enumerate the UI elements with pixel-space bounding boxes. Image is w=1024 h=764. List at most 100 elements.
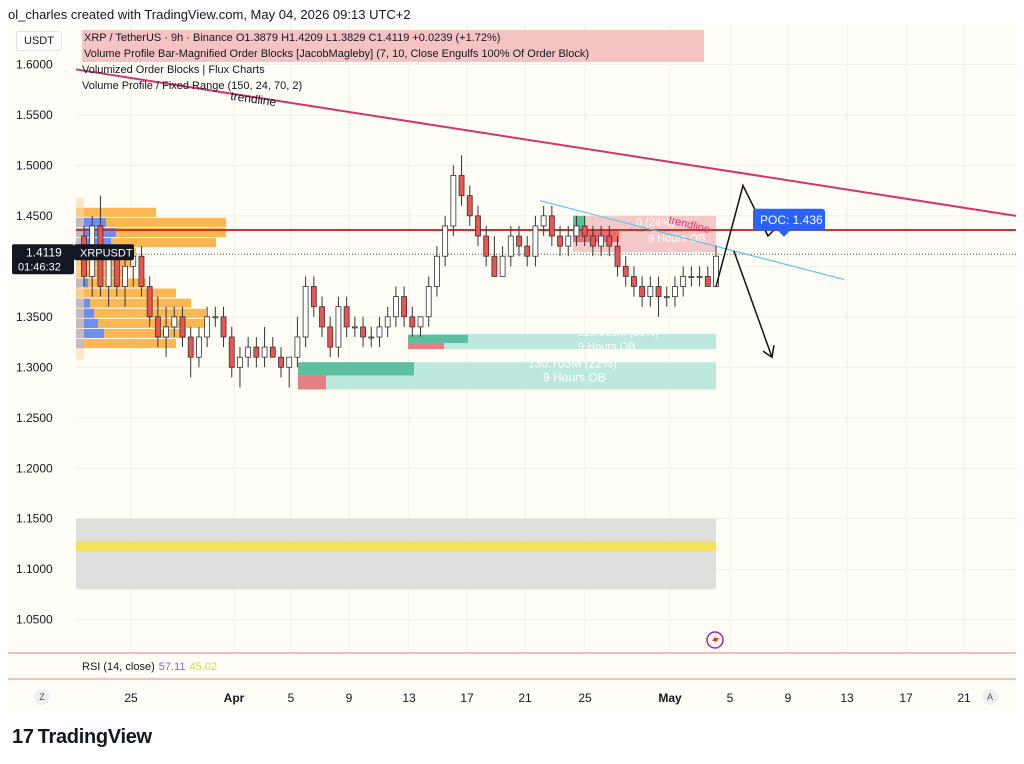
candle-body xyxy=(655,286,662,298)
volume-profile-bar xyxy=(76,308,94,318)
order-block-label: 9 Hours OB xyxy=(543,370,606,384)
candle-body xyxy=(269,346,276,358)
candle-body xyxy=(631,276,637,287)
x-tick-label: 9 xyxy=(785,691,792,705)
candle-body xyxy=(532,225,539,257)
auto-scale-button[interactable]: A xyxy=(982,689,998,705)
candle-body xyxy=(228,336,235,368)
candlestick-chart[interactable]: 1.60001.55001.50001.45001.40001.35001.30… xyxy=(8,24,1016,710)
volume-profile-bar xyxy=(76,308,206,318)
x-tick-label: 9 xyxy=(346,691,353,705)
candle-body xyxy=(639,286,646,298)
candle-body xyxy=(368,336,375,339)
poc-label: POC: 1.436 xyxy=(760,213,823,227)
volume-profile-value-area xyxy=(76,197,84,360)
tradingview-logo: 17 TradingView xyxy=(12,726,152,749)
x-tick-label: 5 xyxy=(727,691,734,705)
candle-body xyxy=(507,235,514,257)
candle-body xyxy=(548,215,555,237)
candle-body xyxy=(146,286,153,318)
candle-body xyxy=(261,346,268,358)
candle-body xyxy=(688,276,695,278)
candle-body xyxy=(434,255,440,287)
rsi-value: 57.11 xyxy=(158,661,186,673)
y-tick-label: 1.5500 xyxy=(16,108,53,122)
order-block-volume-bar xyxy=(408,334,468,344)
poc-label-box xyxy=(753,208,825,231)
y-tick-label: 1.3500 xyxy=(16,310,53,324)
candle-body xyxy=(483,235,490,257)
x-tick-label: 21 xyxy=(957,691,971,705)
candle-body xyxy=(278,356,284,368)
candle-body xyxy=(319,306,325,328)
chart-credit: ol_charles created with TradingView.com,… xyxy=(8,7,411,22)
candle-body xyxy=(647,286,654,298)
candle-body xyxy=(581,225,588,237)
x-tick-label: 25 xyxy=(578,691,592,705)
candle-body xyxy=(310,286,317,308)
candle-body xyxy=(589,235,596,247)
indicator-line[interactable]: Volumized Order Blocks | Flux Charts xyxy=(82,64,265,76)
candle-body xyxy=(343,306,350,328)
candle-body xyxy=(696,276,703,278)
candle-body xyxy=(179,316,186,338)
x-tick-label: 17 xyxy=(460,691,474,705)
candle-body xyxy=(376,326,383,338)
y-tick-label: 1.2000 xyxy=(16,461,53,475)
order-block-label: 9 Hours OB xyxy=(578,341,635,353)
y-tick-label: 1.4500 xyxy=(16,209,53,223)
chart-legend: XRP / TetherUS · 9h · Binance O1.3879 H1… xyxy=(82,30,704,94)
volume-profile-bar xyxy=(76,238,216,248)
currency-button[interactable]: USDT xyxy=(16,31,62,51)
volume-profile-bar xyxy=(76,298,191,308)
order-block-label: 130.703M (22%) xyxy=(528,356,617,370)
candle-body xyxy=(105,255,112,287)
support-zone xyxy=(76,518,716,590)
candle-body xyxy=(680,276,687,287)
candle-body xyxy=(360,326,366,338)
last-price-label: 1.4119 xyxy=(26,245,62,259)
y-tick-label: 1.5000 xyxy=(16,158,53,172)
candle-body xyxy=(212,316,219,319)
candle-body xyxy=(351,326,358,329)
arrow-head-icon xyxy=(762,344,775,359)
candle-body xyxy=(516,235,522,247)
candle-body xyxy=(187,336,194,358)
price-tag-box xyxy=(12,244,74,275)
order-block-label: 9 Hours OB xyxy=(648,233,705,245)
symbol-line[interactable]: XRP / TetherUS · 9h · Binance O1.3879 H1… xyxy=(82,30,704,46)
candle-body xyxy=(384,316,391,328)
candle-body xyxy=(335,306,342,348)
volume-profile-bar xyxy=(76,318,98,328)
candle-body xyxy=(302,286,309,338)
candle-body xyxy=(171,316,178,328)
support-band xyxy=(76,540,716,552)
order-block-volume-bar xyxy=(298,375,326,390)
candle-body xyxy=(392,296,399,318)
volume-profile-bar xyxy=(76,328,104,339)
candle-body xyxy=(458,175,465,197)
lightning-icon xyxy=(712,634,719,646)
candle-body xyxy=(450,175,457,227)
zoom-left-button[interactable]: Z xyxy=(34,689,50,705)
rsi-legend[interactable]: RSI (14, close) 57.11 45.02 xyxy=(82,661,217,673)
candle-body xyxy=(499,255,506,277)
trendline-upper xyxy=(75,68,1016,217)
x-tick-label: 21 xyxy=(518,691,532,705)
candle-body xyxy=(565,235,572,247)
y-tick-label: 1.0500 xyxy=(16,613,53,627)
candle-body xyxy=(294,336,301,358)
candle-body xyxy=(122,265,128,287)
candle-body xyxy=(606,235,613,247)
candle-body xyxy=(614,245,621,267)
candle-body xyxy=(475,215,481,237)
candle-body xyxy=(220,316,227,338)
candle-body xyxy=(163,326,169,338)
chart-area[interactable]: 1.60001.55001.50001.45001.40001.35001.30… xyxy=(8,24,1016,710)
indicator-line[interactable]: Volume Profile / Fixed Range (150, 24, 7… xyxy=(82,80,303,92)
candle-body xyxy=(409,316,416,328)
order-block-label: 0.(24%) xyxy=(636,217,675,229)
x-tick-label: May xyxy=(658,691,682,705)
indicator-line[interactable]: Volume Profile Bar-Magnified Order Block… xyxy=(82,46,704,62)
candle-body xyxy=(442,225,449,257)
